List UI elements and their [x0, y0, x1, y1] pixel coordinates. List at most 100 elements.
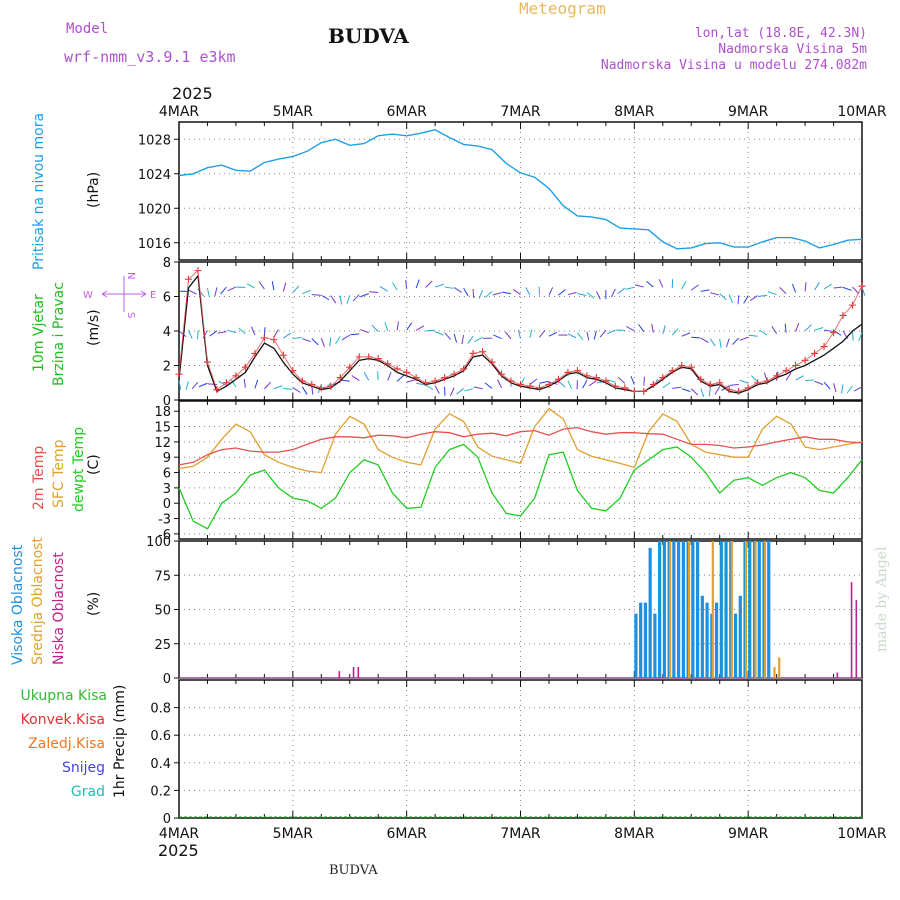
cloud-mid-side-label: Srednja Oblacnost [30, 537, 46, 665]
precip-legend-3: Snijeg [62, 760, 105, 776]
wind-direction-arrow [548, 331, 558, 337]
wind-direction-arrow [805, 379, 815, 382]
wind-direction-arrow [485, 290, 493, 298]
wind-direction-arrow [360, 293, 369, 298]
wind-direction-arrow [246, 283, 256, 289]
wind-direction-arrow [492, 292, 502, 296]
cloud-low-side-label: Niska Oblacnost [51, 552, 67, 665]
cloud-bar-0 [672, 541, 676, 678]
precip-legend-2: Zaledj.Kisa [28, 736, 105, 752]
cloud-bar-0 [719, 541, 723, 678]
wind-direction-arrow [795, 375, 804, 381]
cloud-ytick-label: 100 [146, 535, 171, 550]
wind-direction-arrow [846, 385, 853, 394]
time-tick-top: 4MAR [159, 104, 200, 120]
wind-direction-arrow [672, 386, 682, 389]
wind-direction-arrow [320, 337, 325, 347]
wind-direction-arrow [434, 283, 444, 288]
wind-direction-arrow [593, 330, 597, 340]
wind-direction-arrow [525, 287, 531, 296]
wind-direction-arrow [363, 372, 370, 381]
precip-unit-label: 1hr Precip (mm) [112, 685, 128, 798]
wind-direction-arrow [646, 280, 654, 288]
sfc-side-label: SFC Temp [51, 439, 67, 508]
wind-speed-line [178, 274, 863, 394]
pressure-ytick-label: 1028 [138, 133, 171, 148]
wind-direction-arrow [567, 333, 577, 339]
wind-direction-arrow [700, 388, 705, 398]
wind-direction-arrow [643, 376, 645, 386]
wind-direction-arrow [823, 329, 834, 332]
precip-ytick-label: 0.4 [150, 757, 171, 772]
compass-north: N [125, 272, 136, 279]
pressure-line [178, 129, 863, 250]
wind-direction-arrow [567, 380, 573, 389]
wind-direction-arrow [690, 388, 699, 396]
wind-direction-arrow [662, 325, 666, 335]
wind-direction-arrow [369, 291, 379, 294]
cloud-bar-2 [836, 672, 839, 678]
wind-direction-arrow [227, 286, 237, 292]
wind-direction-arrow [434, 385, 440, 394]
wind-direction-arrow [346, 295, 351, 304]
wind-direction-arrow [444, 332, 452, 340]
time-tick-bottom: 5MAR [273, 826, 314, 842]
wind-direction-arrow [302, 289, 311, 295]
wind-direction-arrow [662, 382, 671, 389]
temperature-frame [178, 400, 863, 540]
cloud-bar-1 [778, 657, 781, 678]
temp2m-line [178, 426, 863, 466]
wind-direction-arrow [415, 279, 420, 289]
wind-direction-arrow [321, 294, 330, 301]
wind-direction-arrow [254, 379, 259, 389]
wind-direction-arrow [371, 324, 379, 332]
model-name: wrf-nmm_v3.9.1 e3km [64, 48, 236, 66]
cloud-bar-0 [767, 541, 771, 678]
wind-direction-arrow [512, 288, 521, 296]
cloud-ytick-label: 25 [154, 638, 171, 653]
cloud-bar-0 [738, 595, 742, 678]
cloud-bar-0 [748, 541, 752, 678]
wind-direction-arrow [283, 332, 292, 339]
wind-unit-label: (m/s) [86, 309, 102, 346]
wind-direction-arrow [330, 295, 337, 304]
wind-direction-arrow [464, 388, 474, 392]
time-tick-bottom: 10MAR [837, 826, 886, 842]
wind-direction-arrow [634, 284, 644, 288]
cloud-bar-1 [744, 541, 748, 678]
cloud-bar-0 [653, 613, 657, 678]
cloud-bar-1 [754, 541, 757, 678]
wind-direction-arrow [823, 381, 831, 390]
wind-direction-arrow [558, 289, 566, 296]
wind-direction-arrow [671, 328, 679, 336]
footer-title: BUDVA [329, 863, 378, 878]
wind-direction-arrow [301, 386, 308, 395]
wind-direction-arrow [599, 329, 607, 338]
time-tick-top: 10MAR [837, 104, 886, 120]
time-tick-bottom: 8MAR [614, 826, 655, 842]
cloud-bar-0 [714, 602, 719, 678]
wind-direction-arrow [456, 388, 464, 395]
temperature-ytick-label: 0 [163, 497, 171, 512]
wind-direction-arrow [625, 286, 635, 290]
wind-direction-arrow [329, 337, 332, 347]
wind-direction-arrow [311, 294, 321, 296]
precip-ytick-label: 0.8 [150, 702, 171, 717]
cloud-bar-0 [724, 541, 728, 678]
wind-direction-arrow [218, 380, 227, 387]
wind-direction-arrow [681, 280, 687, 290]
wind-direction-arrow [178, 380, 182, 390]
temperature-ytick-label: -3 [158, 513, 171, 528]
wind-direction-arrow [264, 381, 271, 390]
temp2m-side-label: 2m Temp [31, 446, 47, 510]
pressure-ytick-label: 1020 [138, 202, 171, 217]
wind-direction-arrow [767, 291, 777, 296]
wind-direction-arrow [743, 295, 749, 304]
wind-direction-arrow [586, 292, 595, 299]
wind-direction-arrow [206, 287, 210, 297]
wind-direction-arrow [444, 286, 454, 289]
cloud-bar-2 [357, 667, 360, 678]
wind-direction-arrow [351, 375, 360, 381]
precip-ytick-label: 0 [163, 812, 171, 827]
cloud-bar-1 [669, 541, 672, 678]
